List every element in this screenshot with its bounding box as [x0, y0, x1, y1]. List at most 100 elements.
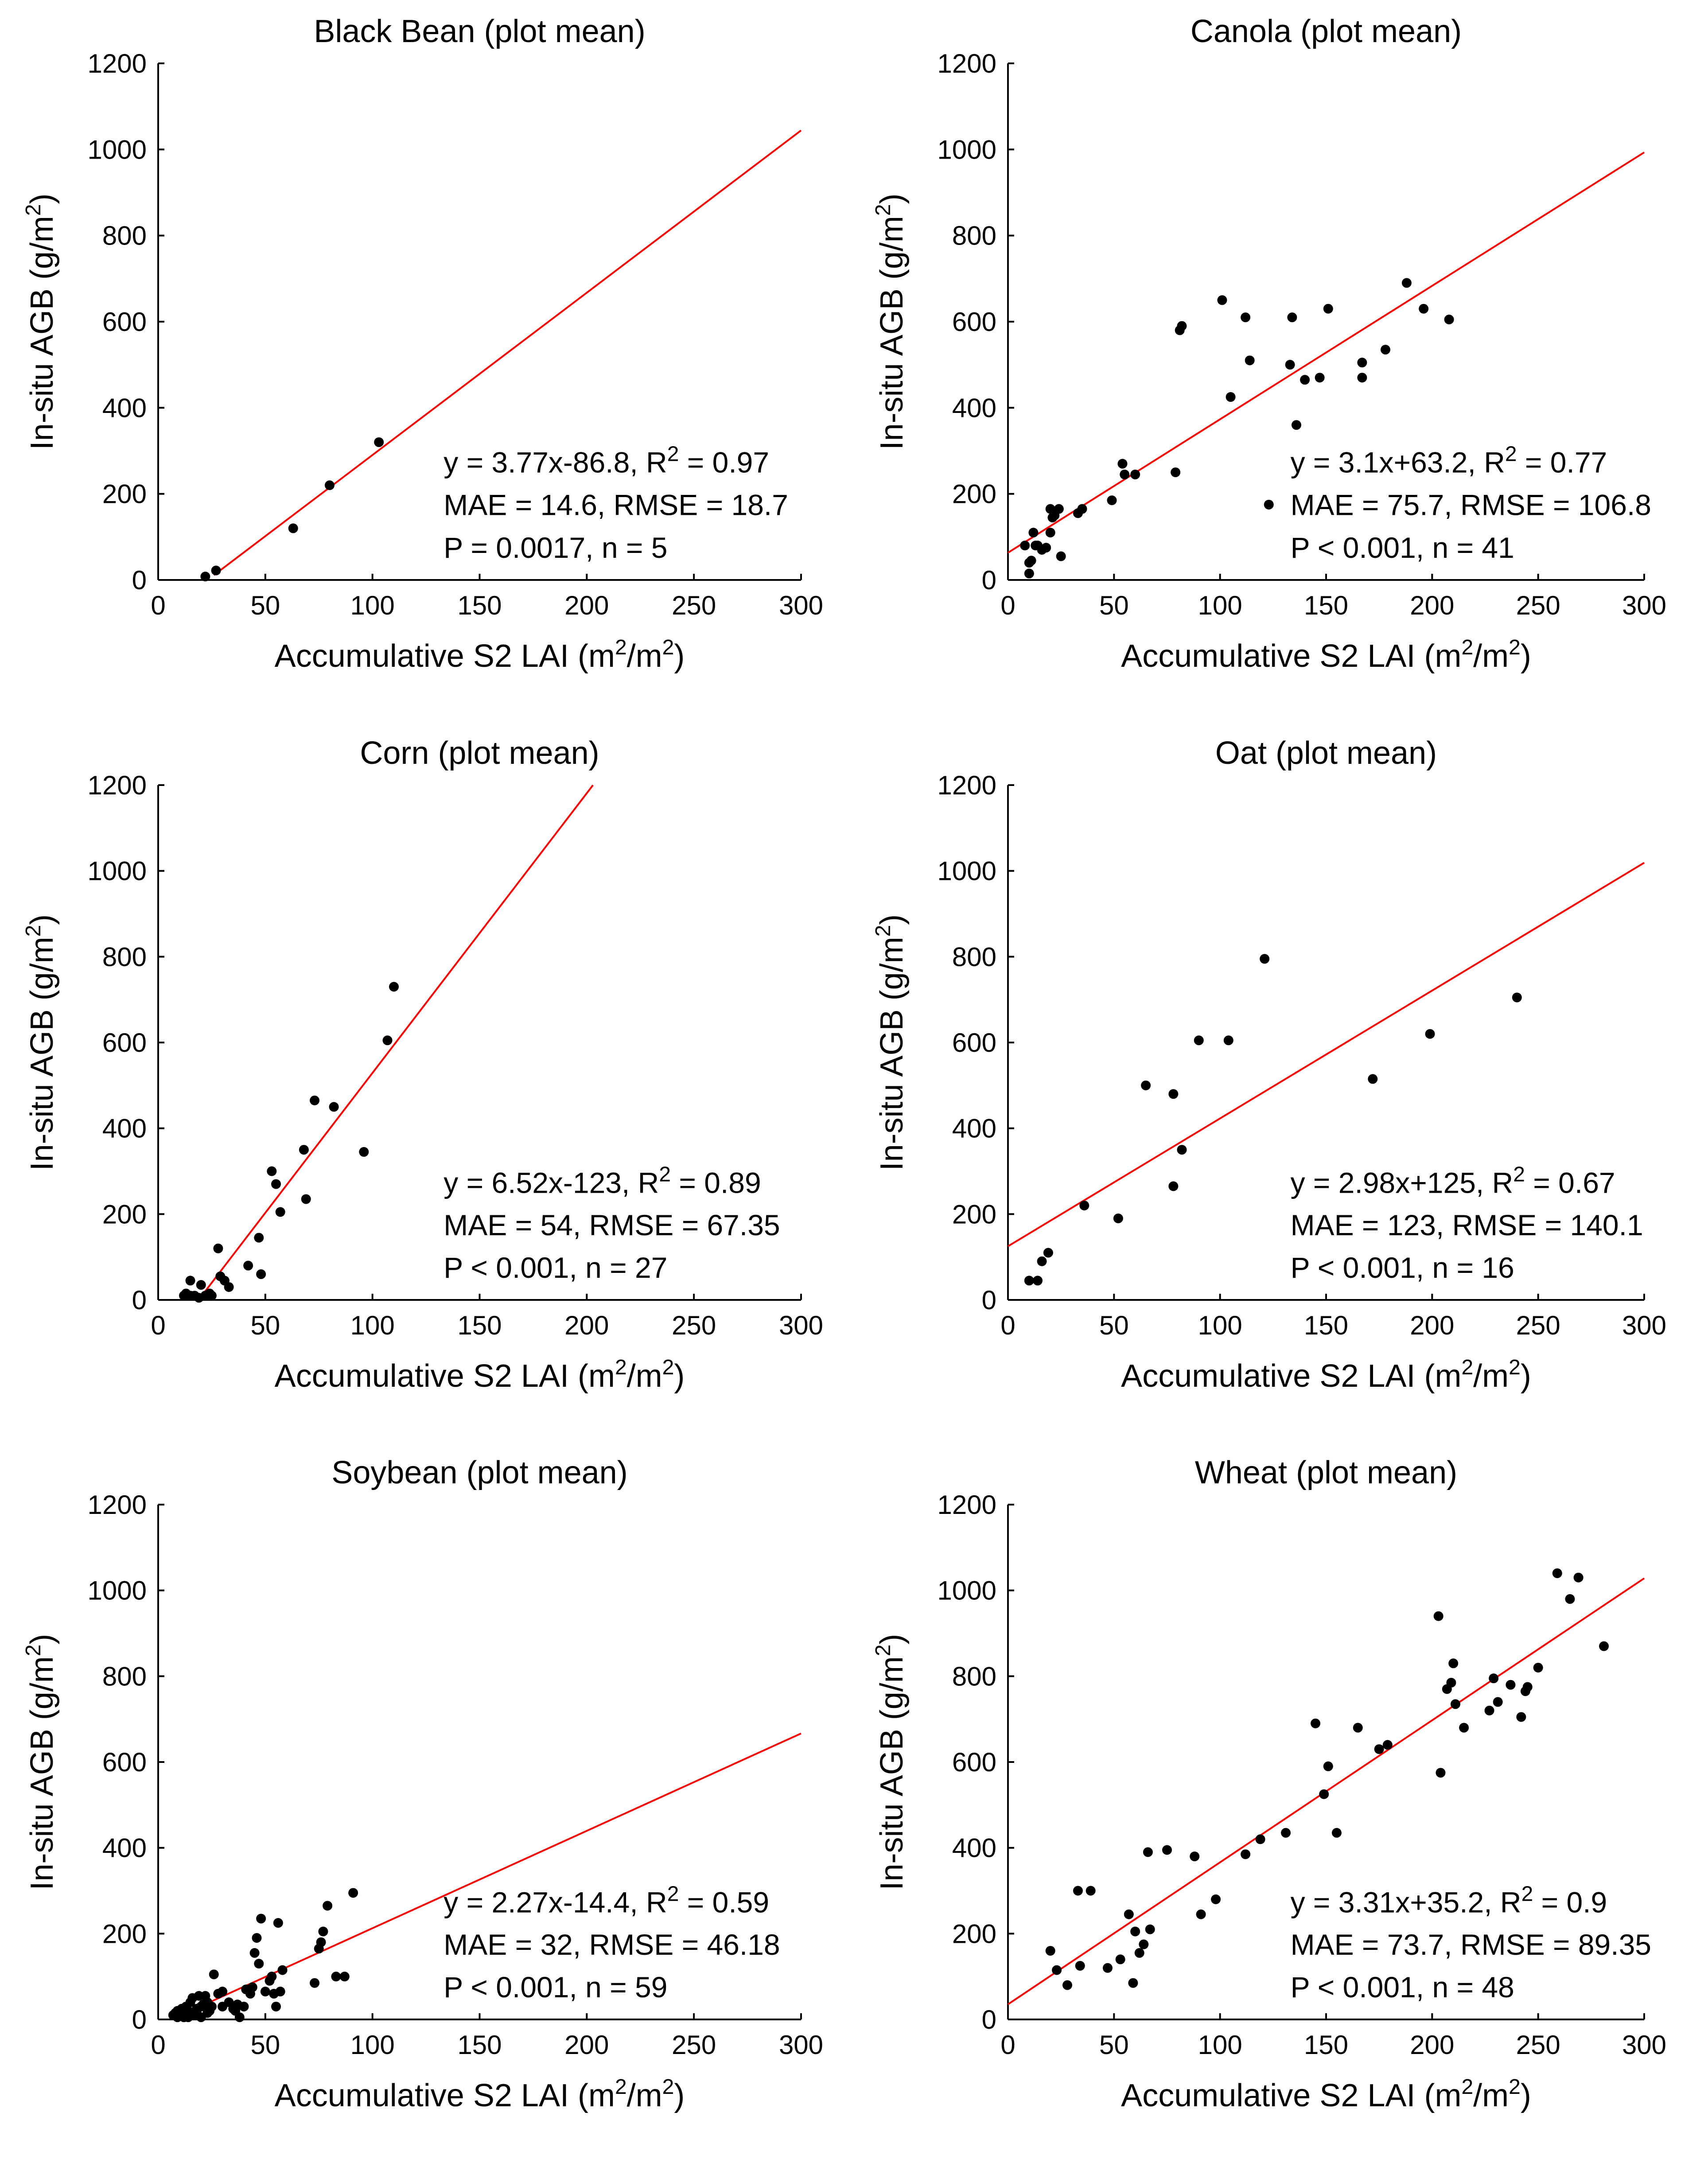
- significance-and-count: P < 0.001, n = 48: [1291, 1971, 1514, 2003]
- x-tick-label: 150: [1304, 2030, 1348, 2060]
- y-axis-label: In-situ AGB (g/m2): [22, 914, 60, 1171]
- y-tick-label: 800: [102, 221, 147, 251]
- data-point: [206, 1291, 217, 1301]
- data-point: [1285, 360, 1295, 370]
- y-tick-label: 800: [952, 1661, 996, 1691]
- data-point: [256, 1914, 266, 1924]
- data-point: [348, 1888, 358, 1898]
- regression-equation: y = 3.1x+63.2, R2 = 0.77: [1291, 442, 1607, 478]
- x-tick-label: 250: [1516, 591, 1560, 620]
- data-point: [1177, 1145, 1187, 1155]
- data-point: [209, 1969, 219, 1980]
- data-point: [1033, 541, 1043, 551]
- y-tick-label: 0: [132, 565, 147, 595]
- data-point: [1117, 459, 1128, 469]
- data-points: [200, 437, 384, 582]
- x-tick-label: 150: [457, 2030, 502, 2060]
- data-point: [1062, 1980, 1073, 1990]
- significance-and-count: P < 0.001, n = 41: [1291, 531, 1514, 564]
- x-tick-label: 200: [1410, 1311, 1454, 1340]
- data-point: [1264, 499, 1274, 510]
- data-point: [187, 2008, 198, 2018]
- data-point: [1028, 528, 1039, 538]
- data-point: [1357, 358, 1367, 368]
- data-point: [1401, 278, 1412, 288]
- data-point: [1245, 355, 1255, 366]
- fit-line: [1007, 152, 1645, 554]
- x-tick-label: 200: [1410, 591, 1454, 620]
- x-tick-label: 200: [564, 2030, 609, 2060]
- data-point: [271, 1179, 281, 1189]
- y-tick-label: 200: [102, 479, 147, 509]
- y-tick-label: 600: [952, 1028, 996, 1058]
- data-point: [1107, 495, 1117, 506]
- data-point: [1145, 1924, 1155, 1934]
- y-tick-label: 600: [952, 1747, 996, 1777]
- data-point: [243, 1260, 253, 1271]
- x-tick-label: 0: [151, 591, 165, 620]
- x-tick-label: 200: [564, 591, 609, 620]
- data-point: [1331, 1828, 1342, 1838]
- data-points: [168, 1888, 358, 2023]
- data-point: [310, 1095, 320, 1105]
- data-point: [329, 1102, 339, 1112]
- panel-oat: Oat (plot mean) 0 50 100 150 200 250 300 0 200 400…: [872, 735, 1666, 1394]
- x-axis-label: Accumulative S2 LAI (m2/m2): [275, 2075, 685, 2113]
- panel-wheat: Wheat (plot mean) 0 50 100 150 200 250 300 0 200 4…: [872, 1455, 1666, 2113]
- data-point: [1190, 1852, 1200, 1862]
- y-tick-label: 0: [982, 1285, 996, 1315]
- data-point: [1241, 1849, 1251, 1859]
- x-tick-label: 50: [250, 1311, 280, 1340]
- data-point: [1489, 1673, 1499, 1684]
- data-point: [1353, 1723, 1363, 1733]
- data-point: [185, 1276, 195, 1286]
- data-point: [1020, 541, 1030, 551]
- data-point: [1024, 1276, 1034, 1286]
- y-tick-label: 1200: [88, 1490, 147, 1520]
- data-point: [1287, 312, 1297, 323]
- data-point: [1381, 345, 1391, 355]
- data-point: [1130, 1926, 1140, 1937]
- x-tick-label: 100: [350, 2030, 395, 2060]
- y-tick-label: 200: [102, 1199, 147, 1229]
- x-tick-label: 150: [457, 1311, 502, 1340]
- data-point: [1319, 1789, 1329, 1799]
- data-point: [1433, 1611, 1443, 1621]
- data-point: [1484, 1705, 1494, 1716]
- data-point: [1425, 1029, 1435, 1039]
- data-point: [1217, 295, 1227, 305]
- data-point: [1459, 1723, 1469, 1733]
- data-point: [1211, 1894, 1221, 1904]
- x-tick-label: 50: [1099, 591, 1129, 620]
- data-point: [218, 2001, 228, 2011]
- panel-black-bean: Black Bean (plot mean) 0 50 100 150 200 250 300…: [22, 14, 823, 674]
- x-tick-label: 50: [250, 2030, 280, 2060]
- y-tick-label: 0: [132, 1285, 147, 1315]
- data-point: [1512, 992, 1522, 1003]
- fit-line: [171, 1732, 801, 2020]
- data-point: [1168, 1181, 1179, 1191]
- x-tick-label: 150: [1304, 591, 1348, 620]
- data-point: [230, 2006, 241, 2016]
- data-point: [1130, 469, 1140, 479]
- data-point: [1168, 1089, 1179, 1099]
- x-tick-label: 250: [672, 591, 716, 620]
- y-tick-label: 400: [952, 393, 996, 423]
- data-point: [1444, 315, 1454, 325]
- data-point: [1033, 1276, 1043, 1286]
- data-point: [202, 2008, 213, 2018]
- y-tick-label: 1000: [938, 856, 996, 886]
- y-tick-label: 1200: [938, 770, 996, 800]
- x-tick-label: 50: [250, 591, 280, 620]
- data-point: [1552, 1568, 1562, 1578]
- y-tick-label: 0: [132, 2005, 147, 2035]
- y-tick-label: 1000: [88, 856, 147, 886]
- data-point: [1291, 420, 1301, 430]
- data-point: [1311, 1718, 1321, 1728]
- data-point: [267, 1166, 277, 1176]
- data-point: [245, 1988, 255, 1999]
- fit-line: [1007, 862, 1645, 1247]
- data-point: [1128, 1978, 1138, 1988]
- y-tick-label: 800: [102, 1661, 147, 1691]
- y-axis-label: In-situ AGB (g/m2): [22, 194, 60, 450]
